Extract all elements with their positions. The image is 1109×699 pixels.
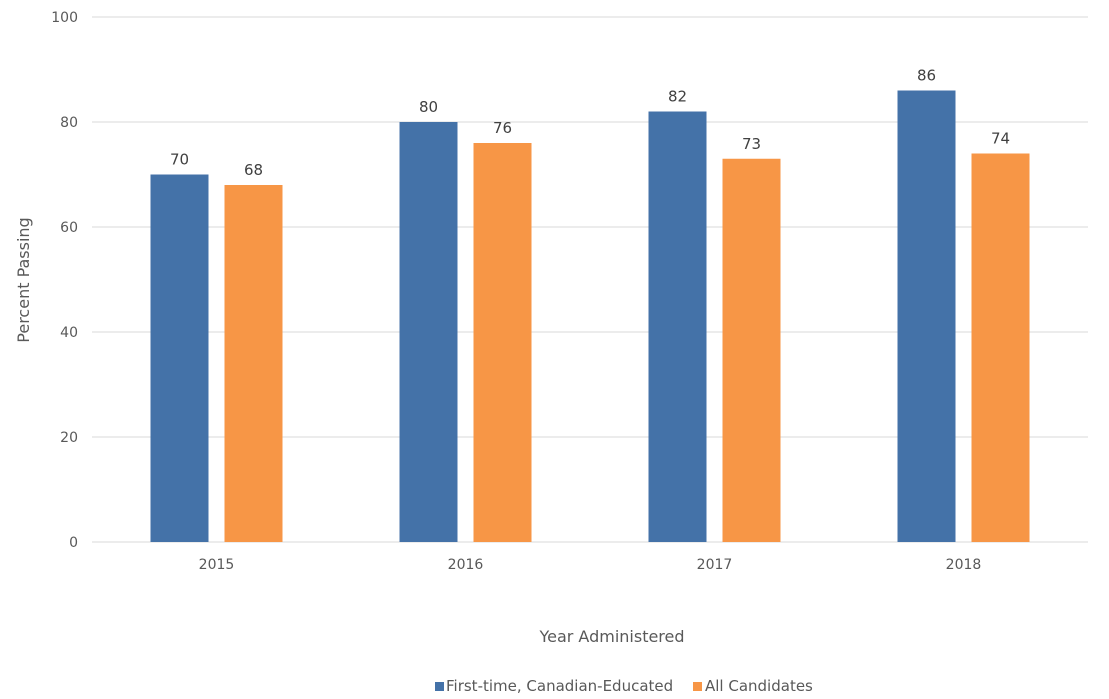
y-axis-ticks: 0 20 40 60 80 100 — [51, 10, 78, 551]
x-axis-title: Year Administered — [538, 627, 684, 646]
x-axis-ticks: 2015 2016 2017 2018 — [199, 557, 982, 573]
bar-2016-series-0 — [399, 122, 458, 542]
legend-label-first-time: First-time, Canadian-Educated — [446, 677, 673, 695]
x-tick-label-2017: 2017 — [697, 557, 733, 573]
bar-2015-series-1 — [224, 185, 283, 542]
bar-2015-series-0 — [150, 174, 209, 542]
data-label-2017-series-1: 73 — [742, 135, 761, 153]
y-tick-label-20: 20 — [60, 430, 78, 446]
legend: First-time, Canadian-Educated All Candid… — [435, 677, 813, 695]
bar-2018-series-0 — [897, 90, 956, 542]
data-labels: 70 68 80 76 82 73 86 74 — [170, 67, 1010, 180]
y-tick-label-60: 60 — [60, 220, 78, 236]
bar-2017-series-1 — [722, 158, 781, 542]
y-axis-title: Percent Passing — [14, 217, 33, 342]
data-label-2016-series-0: 80 — [419, 98, 438, 116]
data-label-2018-series-1: 74 — [991, 130, 1010, 148]
data-label-2015-series-1: 68 — [244, 161, 263, 179]
legend-swatch-all-candidates — [693, 682, 702, 691]
bar-2016-series-1 — [473, 143, 532, 542]
data-label-2016-series-1: 76 — [493, 119, 512, 137]
legend-swatch-first-time — [435, 682, 444, 691]
y-tick-label-100: 100 — [51, 10, 78, 26]
data-label-2017-series-0: 82 — [668, 88, 687, 106]
bar-2017-series-0 — [648, 111, 707, 542]
x-tick-label-2015: 2015 — [199, 557, 235, 573]
data-label-2018-series-0: 86 — [917, 67, 936, 85]
x-tick-label-2018: 2018 — [946, 557, 982, 573]
x-tick-label-2016: 2016 — [448, 557, 484, 573]
bars — [150, 90, 1030, 542]
y-tick-label-80: 80 — [60, 115, 78, 131]
y-tick-label-0: 0 — [69, 535, 78, 551]
legend-label-all-candidates: All Candidates — [705, 677, 813, 695]
bar-2018-series-1 — [971, 153, 1030, 542]
y-tick-label-40: 40 — [60, 325, 78, 341]
data-label-2015-series-0: 70 — [170, 151, 189, 169]
